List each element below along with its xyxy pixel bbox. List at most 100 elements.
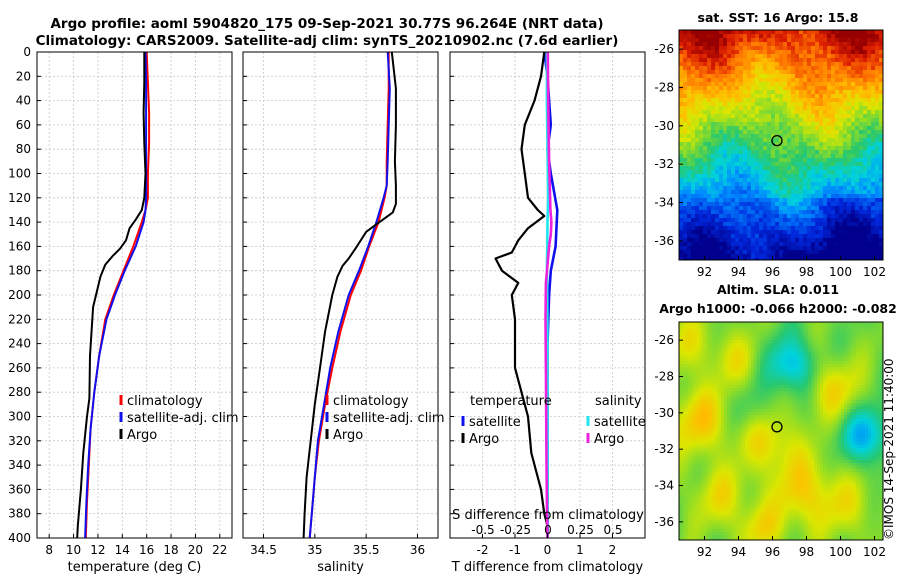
heatmap-cell (795, 198, 800, 203)
heatmap-cell (823, 86, 828, 91)
heatmap-cell (739, 70, 744, 75)
heatmap-cell (727, 102, 732, 107)
heatmap-cell (831, 38, 836, 43)
heatmap-cell (820, 385, 824, 389)
heatmap-cell (747, 154, 752, 159)
heatmap-cell (706, 340, 710, 344)
heatmap-cell (796, 325, 800, 329)
heatmap-cell (811, 367, 815, 371)
heatmap-cell (787, 214, 792, 219)
heatmap-cell (683, 90, 688, 95)
heatmap-cell (730, 322, 734, 326)
heatmap-cell (814, 355, 818, 359)
heatmap-cell (781, 367, 785, 371)
heatmap-cell (859, 385, 863, 389)
heatmap-cell (879, 78, 884, 83)
heatmap-cell (719, 134, 724, 139)
heatmap-cell (748, 370, 752, 374)
heatmap-cell (787, 391, 791, 395)
heatmap-cell (811, 222, 816, 227)
heatmap-cell (727, 158, 732, 163)
heatmap-cell (727, 394, 731, 398)
heatmap-cell (835, 38, 840, 43)
heatmap-cell (742, 394, 746, 398)
heatmap-cell (679, 42, 684, 47)
heatmap-cell (838, 346, 842, 350)
heatmap-cell (811, 358, 815, 362)
heatmap-cell (803, 146, 808, 151)
heatmap-cell (779, 130, 784, 135)
heatmap-cell (835, 150, 840, 155)
heatmap-cell (763, 170, 768, 175)
heatmap-cell (731, 66, 736, 71)
heatmap-cell (679, 246, 684, 251)
heatmap-cell (719, 210, 724, 215)
heatmap-cell (832, 397, 836, 401)
heatmap-cell (847, 325, 851, 329)
heatmap-cell (679, 214, 684, 219)
heatmap-cell (783, 126, 788, 131)
heatmap-cell (715, 166, 720, 171)
heatmap-cell (808, 391, 812, 395)
heatmap-cell (871, 246, 876, 251)
heatmap-cell (688, 355, 692, 359)
heatmap-cell (787, 114, 792, 119)
heatmap-cell (715, 122, 720, 127)
heatmap-cell (759, 226, 764, 231)
heatmap-cell (694, 373, 698, 377)
heatmap-cell (767, 234, 772, 239)
heatmap-cell (724, 379, 728, 383)
heatmap-cell (703, 385, 707, 389)
heatmap-cell (826, 331, 830, 335)
heatmap-cell (694, 352, 698, 356)
heatmap-cell (871, 154, 876, 159)
heatmap-cell (751, 364, 755, 368)
heatmap-cell (735, 242, 740, 247)
heatmap-cell (835, 90, 840, 95)
heatmap-cell (847, 206, 852, 211)
heatmap-cell (745, 322, 749, 326)
heatmap-cell (769, 388, 773, 392)
heatmap-cell (727, 325, 731, 329)
heatmap-cell (805, 367, 809, 371)
heatmap-cell (683, 130, 688, 135)
heatmap-cell (865, 325, 869, 329)
heatmap-cell (739, 364, 743, 368)
heatmap-cell (724, 343, 728, 347)
heatmap-cell (791, 134, 796, 139)
heatmap-cell (766, 373, 770, 377)
heatmap-cell (727, 370, 731, 374)
heatmap-cell (735, 86, 740, 91)
heatmap-cell (763, 218, 768, 223)
heatmap-cell (731, 34, 736, 39)
heatmap-cell (688, 346, 692, 350)
heatmap-cell (859, 30, 864, 35)
heatmap-cell (803, 110, 808, 115)
heatmap-cell (699, 238, 704, 243)
heatmap-cell (735, 62, 740, 67)
heatmap-cell (757, 331, 761, 335)
heatmap-cell (711, 130, 716, 135)
heatmap-cell (771, 254, 776, 259)
heatmap-cell (847, 379, 851, 383)
heatmap-cell (835, 66, 840, 71)
heatmap-cell (719, 194, 724, 199)
heatmap-cell (793, 361, 797, 365)
heatmap-cell (850, 340, 854, 344)
heatmap-cell (711, 46, 716, 51)
heatmap-cell (791, 186, 796, 191)
heatmap-cell (802, 394, 806, 398)
heatmap-cell (875, 78, 880, 83)
heatmap-cell (771, 242, 776, 247)
heatmap-cell (841, 397, 845, 401)
heatmap-cell (808, 346, 812, 350)
heatmap-cell (682, 391, 686, 395)
heatmap-cell (727, 349, 731, 353)
heatmap-cell (807, 146, 812, 151)
heatmap-cell (787, 62, 792, 67)
heatmap-cell (793, 355, 797, 359)
heatmap-cell (811, 361, 815, 365)
heatmap-cell (747, 58, 752, 63)
heatmap-cell (819, 94, 824, 99)
